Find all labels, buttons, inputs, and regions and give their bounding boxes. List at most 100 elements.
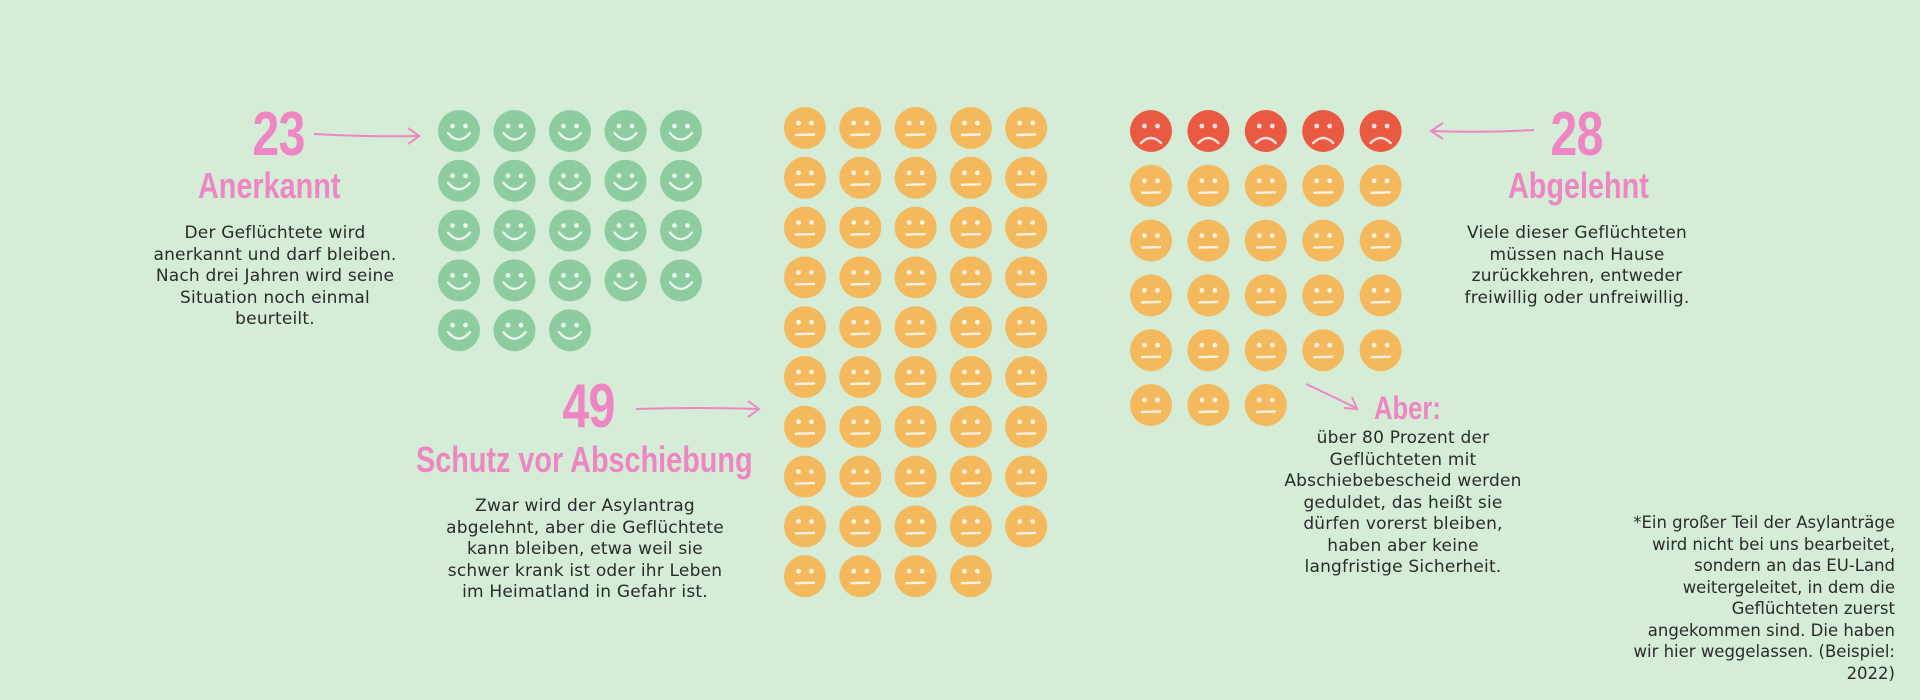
smiley-sad-icon (1359, 110, 1402, 152)
abgelehnt-description: Viele dieser Geflüchteten müssen nach Ha… (1464, 223, 1690, 308)
smiley-happy-icon (660, 159, 702, 202)
smiley-neutral-icon (784, 256, 826, 299)
smiley-neutral-icon (1302, 329, 1345, 372)
smiley-neutral-icon (1244, 329, 1287, 372)
smiley-neutral-icon (894, 107, 937, 149)
smiley-neutral-icon (894, 555, 937, 598)
smiley-neutral-icon (949, 107, 992, 149)
smiley-neutral-icon (784, 505, 826, 548)
smiley-happy-icon (549, 110, 591, 152)
smiley-happy-icon (549, 309, 591, 352)
smiley-neutral-icon (894, 306, 937, 349)
smiley-neutral-icon (839, 555, 882, 598)
smiley-neutral-icon (949, 505, 992, 548)
smiley-happy-icon (604, 159, 647, 202)
smiley-neutral-icon (784, 206, 826, 249)
smiley-happy-icon (549, 259, 591, 302)
schutz-description: Zwar wird der Asylantrag abgelehnt, aber… (446, 496, 724, 602)
arrow-down-right-icon (1305, 383, 1359, 411)
anerkannt-description: Der Geflüchtete wird anerkannt und darf … (153, 223, 397, 329)
smiley-neutral-icon (1359, 274, 1402, 317)
smiley-neutral-icon (894, 505, 937, 548)
smiley-neutral-icon (784, 405, 826, 448)
smiley-neutral-icon (894, 156, 937, 199)
abgelehnt-smileys (1130, 110, 1402, 426)
smiley-neutral-icon (1302, 274, 1345, 317)
smiley-happy-icon (493, 209, 536, 252)
smiley-neutral-icon (1005, 156, 1048, 199)
smiley-neutral-icon (839, 107, 882, 149)
smiley-sad-icon (1187, 110, 1230, 152)
smiley-happy-icon (493, 110, 536, 152)
smiley-neutral-icon (839, 256, 882, 299)
smiley-neutral-icon (1187, 164, 1230, 207)
smiley-happy-icon (604, 110, 647, 152)
anerkannt-smileys (438, 110, 702, 352)
smiley-neutral-icon (1005, 455, 1048, 498)
smiley-neutral-icon (1244, 164, 1287, 207)
smiley-neutral-icon (1130, 274, 1172, 317)
smiley-neutral-icon (1359, 219, 1402, 262)
smiley-neutral-icon (1130, 329, 1172, 372)
smiley-neutral-icon (894, 356, 937, 398)
smiley-happy-icon (438, 259, 480, 302)
footnote: *Ein großer Teil der Asylanträge wird ni… (1633, 513, 1895, 683)
smiley-neutral-icon (784, 356, 826, 398)
smiley-neutral-icon (894, 206, 937, 249)
smiley-neutral-icon (1187, 274, 1230, 317)
smiley-sad-icon (1302, 110, 1345, 152)
smiley-neutral-icon (1005, 256, 1048, 299)
smiley-neutral-icon (784, 455, 826, 498)
smiley-happy-icon (660, 209, 702, 252)
smiley-happy-icon (493, 159, 536, 202)
abgelehnt-title: Abgelehnt (1508, 165, 1649, 206)
smiley-neutral-icon (1187, 384, 1230, 426)
smiley-happy-icon (438, 309, 480, 352)
smiley-neutral-icon (1244, 274, 1287, 317)
smiley-neutral-icon (784, 306, 826, 349)
smiley-neutral-icon (949, 206, 992, 249)
smiley-sad-icon (1130, 110, 1172, 152)
smiley-neutral-icon (1005, 505, 1048, 548)
smiley-neutral-icon (839, 206, 882, 249)
smiley-happy-icon (493, 309, 536, 352)
smiley-neutral-icon (1005, 356, 1048, 398)
smiley-neutral-icon (949, 455, 992, 498)
smiley-neutral-icon (949, 156, 992, 199)
smiley-happy-icon (660, 110, 702, 152)
smiley-happy-icon (604, 259, 647, 302)
schutz-smileys (784, 107, 1048, 598)
smiley-neutral-icon (1302, 164, 1345, 207)
smiley-neutral-icon (839, 156, 882, 199)
smiley-happy-icon (604, 209, 647, 252)
arrow-right-icon (635, 400, 761, 418)
smiley-neutral-icon (839, 505, 882, 548)
smiley-neutral-icon (949, 405, 992, 448)
smiley-neutral-icon (1005, 306, 1048, 349)
smiley-neutral-icon (894, 405, 937, 448)
smiley-neutral-icon (1187, 329, 1230, 372)
arrow-right-icon (313, 127, 421, 145)
smiley-neutral-icon (1187, 219, 1230, 262)
smiley-neutral-icon (1302, 219, 1345, 262)
aber-title: Aber: (1374, 390, 1441, 426)
smiley-neutral-icon (894, 256, 937, 299)
anerkannt-count: 23 (252, 100, 305, 169)
smiley-neutral-icon (1005, 405, 1048, 448)
smiley-neutral-icon (1359, 164, 1402, 207)
smiley-happy-icon (549, 209, 591, 252)
smiley-neutral-icon (839, 306, 882, 349)
smiley-neutral-icon (784, 555, 826, 598)
smiley-happy-icon (438, 110, 480, 152)
smiley-sad-icon (1244, 110, 1287, 152)
smiley-neutral-icon (1005, 107, 1048, 149)
smiley-neutral-icon (1130, 219, 1172, 262)
smiley-neutral-icon (784, 156, 826, 199)
smiley-neutral-icon (784, 107, 826, 149)
schutz-title: Schutz vor Abschiebung (416, 439, 753, 480)
schutz-count: 49 (562, 372, 615, 441)
smiley-neutral-icon (1244, 219, 1287, 262)
smiley-neutral-icon (949, 256, 992, 299)
smiley-neutral-icon (839, 455, 882, 498)
